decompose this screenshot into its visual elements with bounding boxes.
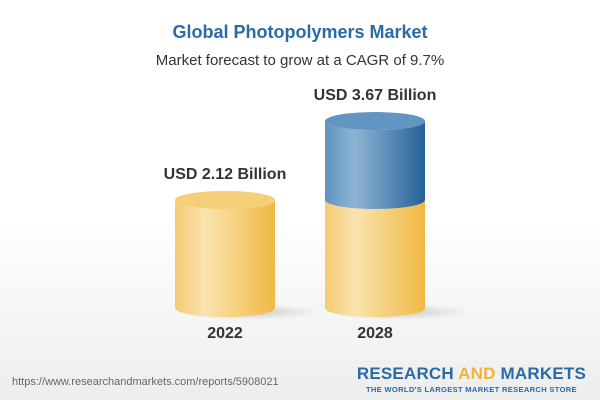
logo-text: RESEARCH xyxy=(356,364,459,383)
source-url[interactable]: https://www.researchandmarkets.com/repor… xyxy=(12,376,279,388)
data-label: USD 2.12 Billion xyxy=(164,166,287,183)
bar-2022-top xyxy=(175,191,275,209)
bar-growth-segment-top xyxy=(325,112,425,131)
bar-growth-segment xyxy=(325,121,425,209)
category-label: 2022 xyxy=(207,325,243,342)
chart-title: Global Photopolymers Market xyxy=(172,22,428,42)
logo-text: AND xyxy=(458,364,496,383)
category-label: 2028 xyxy=(357,325,393,342)
bar-2022 xyxy=(175,200,275,317)
logo-tagline: THE WORLD'S LARGEST MARKET RESEARCH STOR… xyxy=(365,385,577,394)
research-and-markets-logo: RESEARCH AND MARKETS THE WORLD'S LARGEST… xyxy=(357,364,586,394)
logo-text: MARKETS xyxy=(495,364,586,383)
chart-subtitle: Market forecast to grow at a CAGR of 9.7… xyxy=(155,52,445,69)
data-label: USD 3.67 Billion xyxy=(314,87,437,104)
bar-base-segment xyxy=(325,200,425,317)
